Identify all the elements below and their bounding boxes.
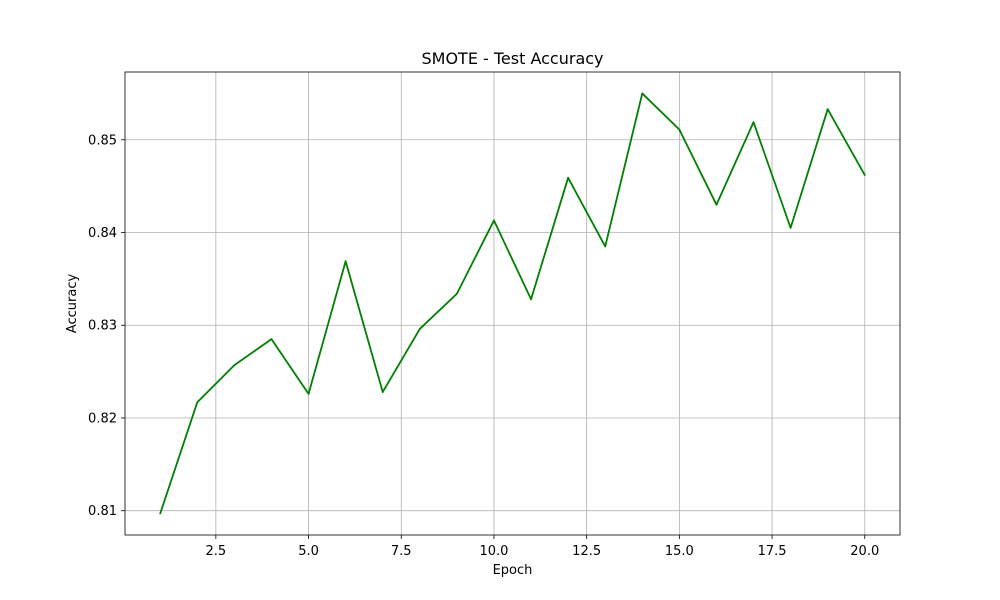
y-tick-label: 0.82 xyxy=(88,411,117,426)
data-point xyxy=(715,203,718,206)
data-point xyxy=(826,108,829,111)
y-tick-label: 0.84 xyxy=(88,226,117,241)
y-tick-label: 0.85 xyxy=(88,133,117,148)
grid-layer xyxy=(125,72,900,535)
x-tick-label: 17.5 xyxy=(758,544,787,559)
x-tick-label: 12.5 xyxy=(572,544,601,559)
data-point xyxy=(752,121,755,124)
x-tick-label: 20.0 xyxy=(850,544,879,559)
x-axis-label: Epoch xyxy=(493,563,533,578)
x-tick-label: 2.5 xyxy=(206,544,227,559)
series-layer xyxy=(159,92,866,515)
plot-frame xyxy=(124,71,901,536)
tick-layer: 2.5 5.0 7.5 10.0 12.5 15.0 17.5 20.0 0.81 0.82 0.8… xyxy=(88,133,879,559)
series-line xyxy=(159,92,866,514)
x-tick-label: 7.5 xyxy=(391,544,412,559)
y-tick-label: 0.81 xyxy=(88,504,117,519)
data-point xyxy=(493,219,495,222)
data-point xyxy=(530,298,532,301)
data-point xyxy=(641,92,644,95)
data-point xyxy=(863,174,866,176)
data-point xyxy=(604,245,607,248)
data-point xyxy=(381,391,384,393)
data-point xyxy=(789,226,792,229)
data-point xyxy=(270,338,273,341)
data-point xyxy=(344,260,347,263)
data-point xyxy=(307,392,310,395)
data-point xyxy=(196,401,199,404)
data-point xyxy=(678,128,681,131)
data-point xyxy=(159,512,162,515)
chart-title: SMOTE - Test Accuracy xyxy=(421,49,603,68)
data-point xyxy=(233,364,236,367)
x-tick-label: 5.0 xyxy=(298,544,319,559)
x-tick-label: 10.0 xyxy=(479,544,508,559)
data-point xyxy=(418,328,421,330)
y-axis-label: Accuracy xyxy=(65,274,80,334)
data-point xyxy=(455,292,458,295)
x-tick-label: 15.0 xyxy=(665,544,694,559)
data-point xyxy=(567,176,570,179)
y-tick-label: 0.83 xyxy=(88,319,117,334)
